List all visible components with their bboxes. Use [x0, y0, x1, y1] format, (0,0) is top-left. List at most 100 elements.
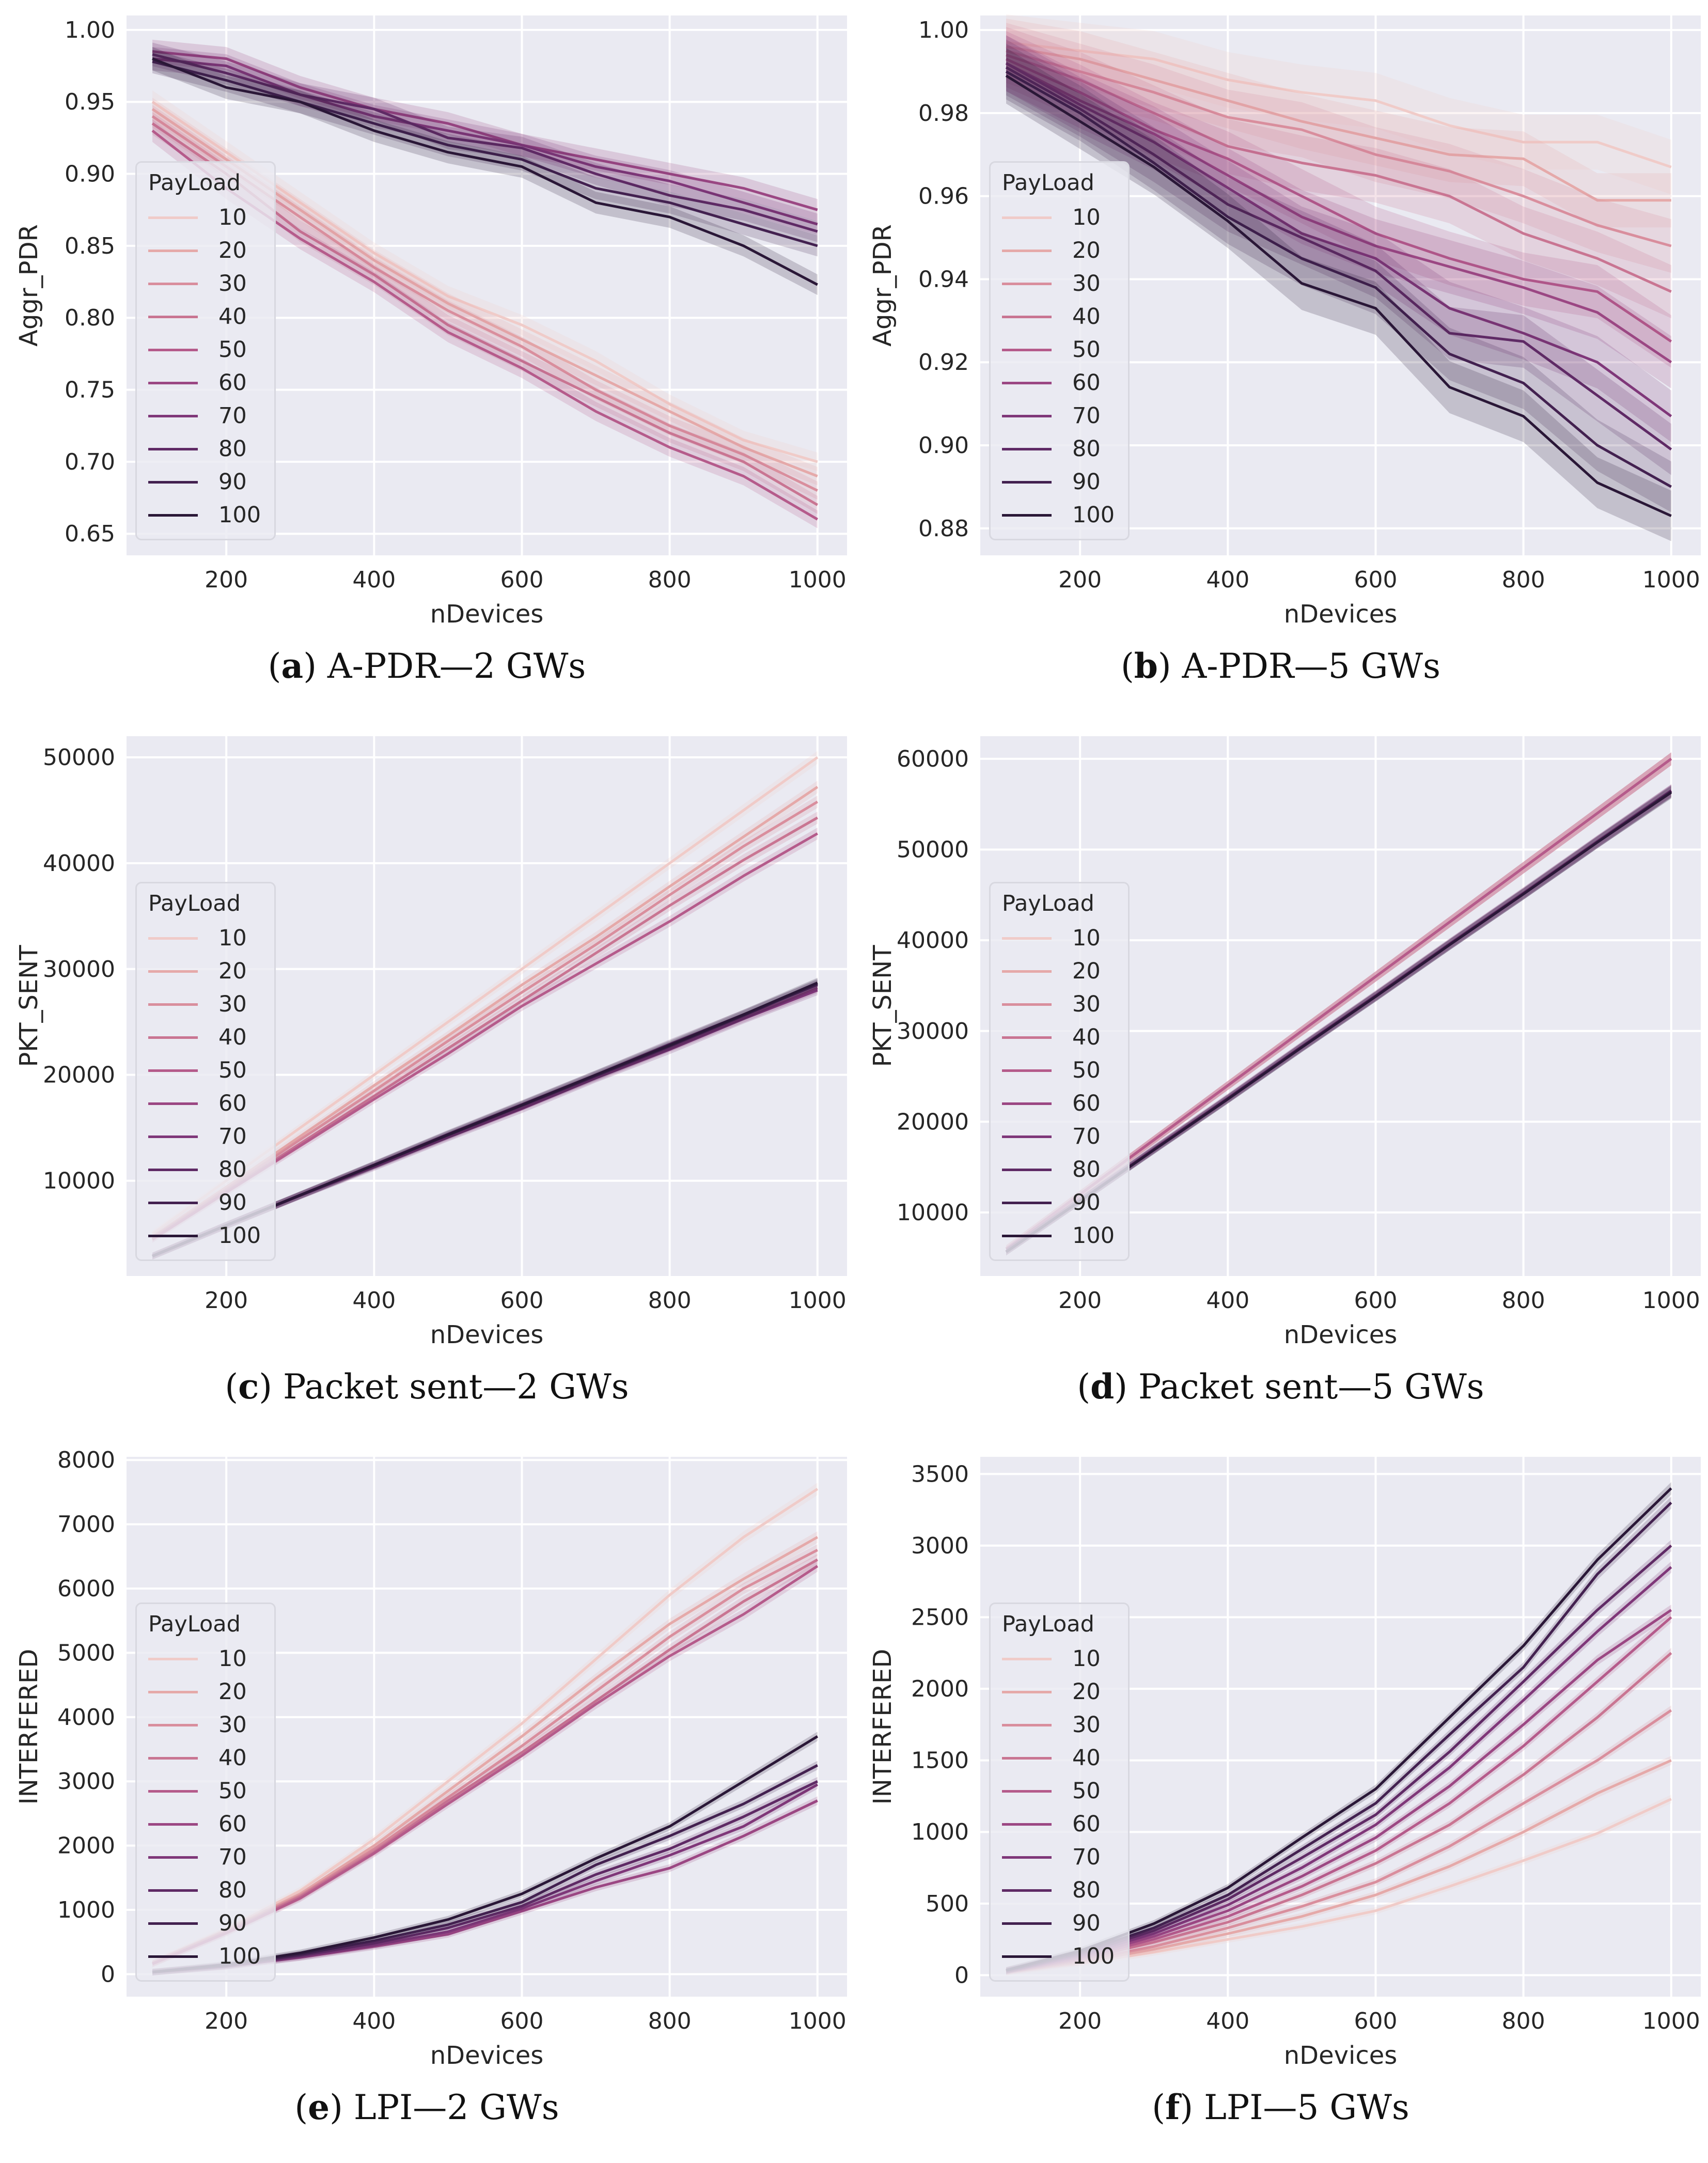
legend-item: 90: [148, 465, 261, 499]
series-line-80: [152, 53, 818, 233]
legend-item: 40: [148, 300, 261, 333]
legend-swatch: [148, 1234, 198, 1237]
y-tick-label: 0.80: [65, 305, 115, 331]
legend-item: 60: [148, 366, 261, 399]
caption-e: (e) LPI—2 GWs: [294, 2087, 559, 2127]
legend-item: 10: [148, 922, 261, 955]
legend-title: PayLoad: [148, 1611, 241, 1637]
series-band-90: [1006, 43, 1671, 512]
series-band-30: [152, 105, 818, 500]
x-axis-label: nDevices: [1284, 600, 1398, 629]
legend-item: 40: [1002, 300, 1115, 333]
legend-item: 60: [1002, 1808, 1115, 1841]
caption-b: (b) A-PDR—5 GWs: [1120, 646, 1441, 686]
y-tick-label: 1500: [911, 1748, 969, 1774]
legend-item: 80: [1002, 1153, 1115, 1186]
legend-title: PayLoad: [1002, 170, 1094, 196]
legend-swatch: [148, 1723, 198, 1726]
legend-label: 70: [1072, 1844, 1101, 1870]
x-tick-label: 200: [205, 2008, 248, 2034]
legend-item: 80: [148, 432, 261, 465]
legend-item: 20: [148, 1675, 261, 1708]
x-tick-label: 800: [648, 2008, 692, 2034]
legend-swatch: [1002, 1856, 1052, 1859]
legend-label: 10: [1072, 1646, 1101, 1672]
legend-swatch: [148, 315, 198, 318]
legend-item: 70: [148, 399, 261, 432]
legend-label: 20: [218, 238, 247, 263]
caption-c: (c) Packet sent—2 GWs: [225, 1366, 629, 1407]
legend-label: 10: [218, 925, 247, 951]
x-axis-label: nDevices: [1284, 1320, 1398, 1349]
series-band-10: [152, 90, 818, 471]
y-tick-label: 30000: [897, 1018, 969, 1045]
legend-item: 100: [1002, 1219, 1115, 1252]
legend-item: 10: [148, 1642, 261, 1675]
legend-label: 80: [1072, 1877, 1101, 1903]
legend-label: 30: [1072, 1712, 1101, 1738]
legend-label: 70: [1072, 403, 1101, 429]
x-axis-label: nDevices: [430, 2041, 544, 2070]
legend-swatch: [1002, 1201, 1052, 1204]
legend-label: 60: [218, 1091, 247, 1116]
legend-label: 40: [1072, 1745, 1101, 1771]
series-line-100: [1005, 74, 1672, 517]
legend-item: 80: [1002, 432, 1115, 465]
legend-item: 90: [148, 1907, 261, 1940]
series-line-20: [1006, 45, 1671, 202]
series-band-40: [152, 112, 818, 514]
y-tick-label: 0.65: [65, 521, 115, 547]
chart-d: 200 400 600 800 1000 10000 20000 30000 40000 5000…: [868, 736, 1701, 1349]
series-band-20: [152, 1531, 818, 1967]
caption-a: (a) A-PDR—2 GWs: [268, 646, 586, 686]
panel-a: 200 400 600 800 1000 0.65 0.70 0.75 0.80 0.85 0.90…: [0, 0, 854, 721]
y-tick-label: 1000: [911, 1819, 969, 1845]
legend-swatch: [1002, 1069, 1052, 1072]
y-tick-label: 500: [926, 1891, 969, 1917]
legend-item: 50: [148, 333, 261, 366]
legend-item: 20: [1002, 234, 1115, 267]
legend-swatch: [1002, 414, 1052, 417]
x-tick-label: 200: [205, 1287, 248, 1314]
legend-label: 50: [218, 1778, 247, 1804]
x-tick-label: 200: [1058, 567, 1102, 593]
legend-item: 70: [1002, 1841, 1115, 1874]
chart-b: 200 400 600 800 1000 0.88 0.90 0.92 0.94 0.96 0.98…: [868, 14, 1701, 629]
legend-label: 90: [218, 469, 247, 495]
legend-item: 100: [1002, 499, 1115, 532]
legend-item: 30: [148, 988, 261, 1021]
legend-swatch: [1002, 1823, 1052, 1826]
legend-label: 20: [1072, 1679, 1101, 1705]
legend-swatch: [148, 381, 198, 384]
x-tick-label: 600: [500, 2008, 543, 2034]
chart-a: 200 400 600 800 1000 0.65 0.70 0.75 0.80 0.85 0.90…: [14, 15, 847, 629]
legend-item: 80: [148, 1153, 261, 1186]
legend-swatch: [148, 348, 198, 351]
legend-swatch: [1002, 1657, 1052, 1660]
x-tick-label: 1000: [1642, 567, 1700, 593]
legend-swatch: [148, 1036, 198, 1039]
legend-label: 90: [1072, 469, 1101, 495]
legend: PayLoad 10 20 30 40 50 60 70 80 90 100: [989, 882, 1130, 1261]
series-line-40: [1006, 53, 1672, 293]
legend-swatch: [148, 1789, 198, 1793]
legend-swatch: [148, 1889, 198, 1892]
legend-label: 10: [218, 1646, 247, 1672]
legend-label: 20: [1072, 958, 1101, 984]
legend-item: 20: [148, 955, 261, 988]
legend-item: 10: [148, 201, 261, 234]
y-tick-label: 40000: [43, 850, 115, 877]
legend-item: 20: [148, 234, 261, 267]
legend-swatch: [148, 1168, 198, 1171]
y-tick-label: 1.00: [918, 17, 969, 43]
y-axis-label: INTERFERED: [868, 1649, 897, 1805]
y-tick-label: 0.75: [65, 377, 115, 403]
legend-swatch: [148, 1756, 198, 1760]
legend-label: 90: [1072, 1910, 1101, 1936]
legend-item: 70: [148, 1841, 261, 1874]
x-tick-label: 600: [1354, 2008, 1397, 2034]
legend-swatch: [148, 216, 198, 219]
series-line-90: [152, 60, 818, 247]
legend-title: PayLoad: [148, 170, 241, 196]
y-tick-label: 50000: [897, 837, 969, 863]
